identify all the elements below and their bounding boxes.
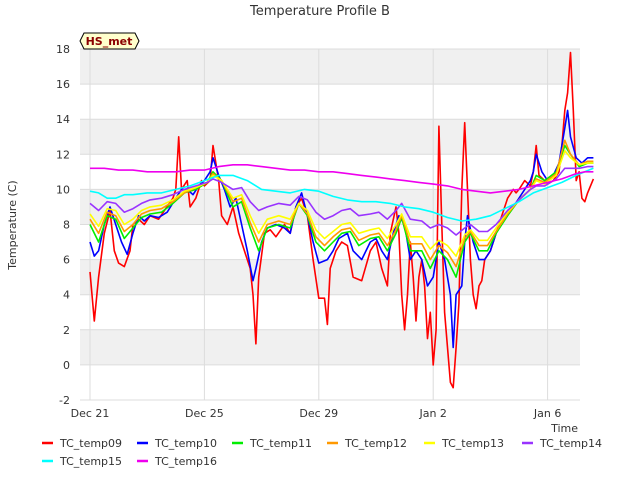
x-axis-ticks: Dec 21 Dec 25 Dec 29 Jan 2 Jan 6 xyxy=(71,407,562,420)
y-axis-ticks: -2 0 2 4 6 8 10 12 14 16 18 xyxy=(56,43,70,407)
legend-item-tc-temp16: TC_temp16 xyxy=(137,455,217,468)
legend-label: TC_temp13 xyxy=(441,437,504,450)
x-axis-label: Time xyxy=(550,422,578,435)
legend-label: TC_temp15 xyxy=(59,455,122,468)
grid-band xyxy=(80,49,580,85)
legend-label: TC_temp11 xyxy=(249,437,312,450)
badge: HS_met xyxy=(79,32,140,50)
series-line-tc-temp09 xyxy=(89,51,595,389)
y-tick-label: 8 xyxy=(63,219,70,232)
legend-item-tc-temp10: TC_temp10 xyxy=(137,437,217,450)
legend-item-tc-temp14: TC_temp14 xyxy=(522,437,602,450)
y-tick-label: 0 xyxy=(63,359,70,372)
y-tick-label: 12 xyxy=(56,148,70,161)
grid-band xyxy=(80,119,580,155)
legend-item-tc-temp15: TC_temp15 xyxy=(42,455,122,468)
y-tick-label: 16 xyxy=(56,78,70,91)
legend-label: TC_temp10 xyxy=(154,437,217,450)
chart-title: Temperature Profile B xyxy=(249,4,390,19)
grid-band xyxy=(80,329,580,365)
y-tick-label: 18 xyxy=(56,43,70,56)
series-line-tc-temp15 xyxy=(89,167,594,222)
x-tick-label: Dec 29 xyxy=(299,407,338,420)
y-tick-label: 6 xyxy=(63,254,70,267)
y-axis-label: Temperature (C) xyxy=(6,180,19,270)
legend-item-tc-temp12: TC_temp12 xyxy=(327,437,407,450)
legend-label: TC_temp16 xyxy=(154,455,217,468)
legend-label: TC_temp09 xyxy=(59,437,122,450)
x-tick-label: Jan 6 xyxy=(533,407,561,420)
y-tick-label: 2 xyxy=(63,324,70,337)
gridlines xyxy=(80,48,580,401)
y-tick-label: -2 xyxy=(59,394,70,407)
x-tick-label: Jan 2 xyxy=(418,407,446,420)
legend-item-tc-temp09: TC_temp09 xyxy=(42,437,122,450)
legend: TC_temp09 TC_temp10 TC_temp11 TC_temp12 TC_t… xyxy=(42,437,602,468)
legend-label: TC_temp12 xyxy=(344,437,407,450)
legend-item-tc-temp11: TC_temp11 xyxy=(232,437,312,450)
y-tick-label: 10 xyxy=(56,183,70,196)
badge-label: HS_met xyxy=(86,35,133,48)
x-tick-label: Dec 25 xyxy=(185,407,224,420)
y-tick-label: 4 xyxy=(63,289,70,302)
legend-item-tc-temp13: TC_temp13 xyxy=(424,437,504,450)
series-lines xyxy=(89,51,595,389)
legend-label: TC_temp14 xyxy=(539,437,602,450)
x-tick-label: Dec 21 xyxy=(71,407,110,420)
y-tick-label: 14 xyxy=(56,113,70,126)
series-line-tc-temp16 xyxy=(90,164,594,194)
